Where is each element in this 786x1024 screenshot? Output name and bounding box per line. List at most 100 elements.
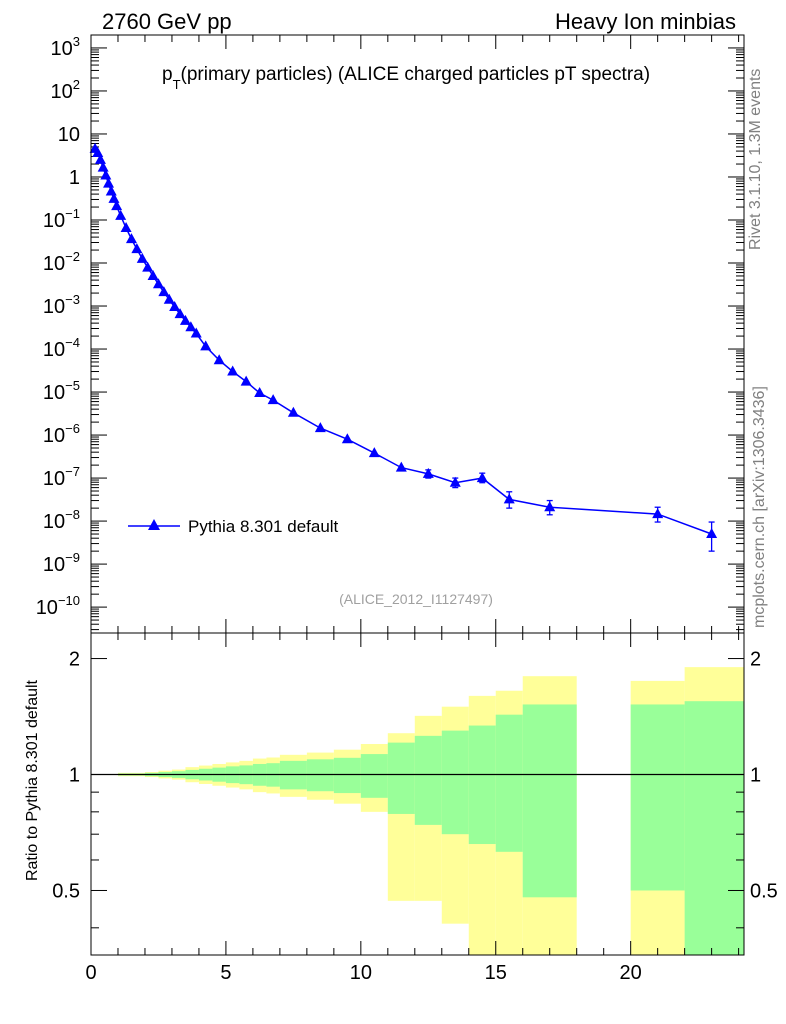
y-tick-base: 10 <box>43 554 65 576</box>
data-point <box>422 467 434 478</box>
y-tick-label: 103 <box>51 34 80 60</box>
y-tick-exponent: −6 <box>65 421 80 436</box>
ratio-band-inner <box>91 701 744 955</box>
data-point <box>200 340 212 351</box>
ratio-frame <box>90 632 745 956</box>
ratio-band-inner-bin <box>684 701 744 955</box>
analysis-label: (ALICE_2012_I1127497) <box>339 591 493 607</box>
y-tick-base: 10 <box>43 425 65 447</box>
x-tick-labels: 0 5 10 15 20 <box>85 962 641 984</box>
data-point <box>190 327 202 338</box>
y-tick-exponent: −1 <box>65 206 80 221</box>
data-point <box>368 447 380 458</box>
ratio-y-tick-label-right: 2 <box>750 649 761 671</box>
y-tick-exponent: −7 <box>65 464 80 479</box>
data-point <box>111 200 123 211</box>
ratio-band-inner-bin <box>441 730 469 835</box>
data-point <box>97 161 109 172</box>
main-axis-ticks <box>90 34 744 633</box>
data-point <box>287 406 299 417</box>
ratio-y-tick-label-right: 1 <box>750 765 761 787</box>
legend-marker-triangle-icon <box>148 519 160 530</box>
y-tick-exponent: −4 <box>65 335 80 350</box>
main-panel: 10−1010−910−810−710−610−510−410−310−210−… <box>36 34 745 634</box>
data-point <box>125 233 137 244</box>
y-tick-label: 10−3 <box>43 292 80 318</box>
data-point <box>544 501 556 512</box>
data-point <box>213 354 225 365</box>
y-tick-label: 10−5 <box>43 378 80 404</box>
data-point <box>94 153 106 164</box>
x-tick-label: 5 <box>220 962 231 984</box>
data-point <box>142 261 154 272</box>
ratio-band-inner-bin <box>414 735 442 825</box>
ratio-axis-ticks <box>90 633 744 955</box>
y-tick-base: 10 <box>36 597 58 619</box>
ratio-y-tick-label-left: 1 <box>69 765 80 787</box>
ratio-band-inner-bin <box>522 704 577 898</box>
y-tick-base: 10 <box>43 382 65 404</box>
ratio-band-inner-bin <box>333 757 361 794</box>
ratio-band-inner-bin <box>630 704 685 891</box>
ratio-band-inner-bin <box>495 714 523 852</box>
data-point <box>100 169 112 180</box>
y-tick-label: 10−7 <box>43 464 80 490</box>
x-tick-label: 10 <box>350 962 372 984</box>
mcplots-label: mcplots.cern.ch [arXiv:1306.3436] <box>751 386 768 628</box>
data-point <box>185 321 197 332</box>
y-tick-exponent: −10 <box>58 593 80 608</box>
ratio-band-inner-bin <box>387 742 415 814</box>
y-tick-exponent: −5 <box>65 378 80 393</box>
data-point <box>136 252 148 263</box>
y-tick-exponent: −3 <box>65 292 80 307</box>
x-tick-label: 0 <box>85 962 96 984</box>
y-tick-base: 10 <box>51 81 73 103</box>
y-tick-base: 1 <box>69 167 80 189</box>
y-tick-exponent: −9 <box>65 550 80 565</box>
data-point <box>131 243 143 254</box>
ratio-y-tick-labels: 0.5 0.5 1 1 2 2 <box>52 649 778 903</box>
legend: Pythia 8.301 default <box>128 517 339 536</box>
rivet-label: Rivet 3.1.10, 1.3M events <box>747 69 764 250</box>
ratio-y-tick-label-right: 0.5 <box>750 880 778 902</box>
data-point <box>147 269 159 280</box>
data-point <box>240 375 252 386</box>
data-point <box>227 365 239 376</box>
y-tick-base: 10 <box>43 511 65 533</box>
series-line-pythia <box>94 148 712 535</box>
data-point <box>103 177 115 188</box>
y-tick-exponent: 2 <box>73 77 80 92</box>
chart-title: pT(primary particles) (ALICE charged par… <box>162 64 650 92</box>
y-tick-base: 10 <box>51 38 73 60</box>
y-tick-exponent: 3 <box>73 34 80 49</box>
series-markers <box>89 142 718 539</box>
ratio-y-axis-label: Ratio to Pythia 8.301 default <box>24 679 41 881</box>
legend-label: Pythia 8.301 default <box>188 517 339 536</box>
y-tick-label: 102 <box>51 77 80 103</box>
ratio-panel: 0.5 0.5 1 1 2 2 0 5 10 15 20 Ratio to Pythia 8.30… <box>24 632 778 984</box>
y-tick-base: 10 <box>43 339 65 361</box>
title-sub: T <box>173 77 181 92</box>
data-point <box>254 387 266 398</box>
y-tick-label: 10−8 <box>43 507 80 533</box>
data-point <box>169 300 181 311</box>
header-left: 2760 GeV pp <box>102 9 232 34</box>
y-tick-base: 10 <box>43 468 65 490</box>
data-point <box>476 472 488 483</box>
data-point <box>152 278 164 289</box>
y-tick-label: 10−9 <box>43 550 80 576</box>
y-tick-label: 10−1 <box>43 206 80 232</box>
x-tick-label: 20 <box>620 962 642 984</box>
header-right: Heavy Ion minbias <box>555 9 736 34</box>
data-point <box>652 508 664 519</box>
x-tick-label: 15 <box>485 962 507 984</box>
data-point <box>706 528 718 539</box>
data-point <box>503 493 515 504</box>
ratio-y-tick-label-left: 0.5 <box>52 880 80 902</box>
y-tick-base: 10 <box>43 253 65 275</box>
y-tick-exponent: −2 <box>65 249 80 264</box>
y-tick-label: 10−10 <box>36 593 80 619</box>
title-rest: (primary particles) (ALICE charged parti… <box>181 64 651 85</box>
data-point <box>267 394 279 405</box>
data-point <box>174 308 186 319</box>
